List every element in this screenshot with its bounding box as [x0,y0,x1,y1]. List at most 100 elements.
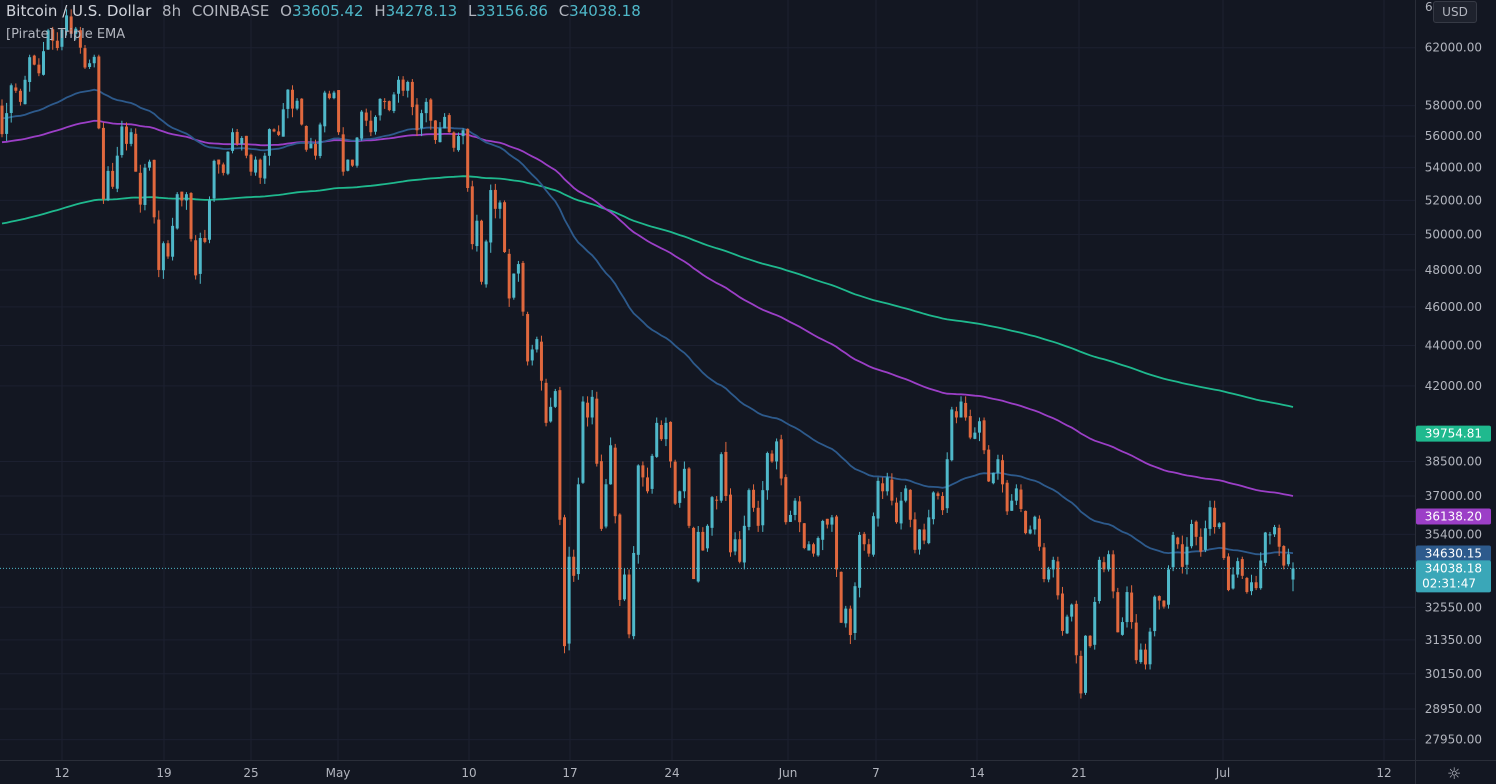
candle-body [696,531,700,582]
candle-body [152,159,156,218]
settings-gear-icon[interactable]: ☼ [1447,764,1462,783]
low-label: L [467,2,477,20]
candle-body [641,465,645,478]
candle-body [134,133,138,172]
candle-body [83,48,87,68]
candle-body [572,556,576,576]
candle-body [263,155,267,179]
interval-label[interactable]: 8h [162,2,182,20]
candle-body [1047,569,1051,580]
candle-body [553,391,557,407]
candle-body [267,129,271,156]
candle-body [659,425,663,440]
y-tick-label: 50000.00 [1425,227,1482,241]
candle-body [839,571,843,623]
candle-body [715,499,719,501]
candle-body [567,556,571,644]
indicator-legend[interactable]: [Pirate] Triple EMA [6,27,126,42]
candle-body [922,529,926,541]
candle-body [32,55,36,65]
candle-body [360,111,364,139]
symbol-header: Bitcoin / U.S. Dollar 8h COINBASE O33605… [6,2,641,20]
close-label: C [558,2,570,20]
candle-body [447,115,451,133]
candle-body [1231,574,1235,589]
candle-body [9,85,13,113]
candle-body [65,15,69,32]
candle-body [825,518,829,525]
candle-body [973,432,977,439]
candle-body [1010,500,1014,511]
candle-body [535,339,539,350]
candle-body [664,422,668,440]
candle-body [161,243,165,271]
candle-body [968,416,972,438]
candle-body [503,202,507,253]
candle-body [1208,507,1212,529]
candle-body [539,341,543,381]
candle-body [590,396,594,418]
candle-body [69,16,73,34]
candle-body [1051,559,1055,570]
candle-body [945,459,949,509]
candle-body [1203,528,1207,550]
candle-body [60,29,64,47]
candle-body [982,420,986,451]
candle-body [244,135,248,156]
candle-body [599,461,603,529]
candle-body [281,109,285,137]
candle-body [493,189,497,209]
candle-body [1250,582,1254,592]
candle-body [489,190,493,243]
candle-body [401,79,405,91]
candle-body [927,517,931,544]
candle-body [719,454,723,501]
ema-mid-line [1,119,1294,497]
candle-body [977,421,981,433]
currency-selector[interactable]: USD [1433,1,1477,23]
candle-body [733,539,737,552]
candle-body [420,113,424,129]
candle-body [871,516,875,555]
candle-body [908,489,912,520]
candle-body [853,586,857,633]
candle-body [272,129,276,132]
candle-body [724,451,728,496]
symbol-name[interactable]: Bitcoin / U.S. Dollar [6,2,152,20]
candle-body [74,28,78,34]
candle-body [355,137,359,166]
candle-body [779,439,783,479]
candle-body [92,56,96,64]
candle-body [364,112,368,121]
candle-body [646,477,649,492]
candle-body [549,406,553,422]
candle-body [876,480,880,519]
candle-body [636,465,640,555]
ema-slow-price-tag: 39754.81 [1425,427,1482,441]
candle-body [304,125,308,150]
candle-body [1005,482,1009,512]
candle-body [258,159,262,178]
candle-body [387,101,391,111]
candle-body [207,200,211,240]
candle-body [318,124,322,156]
candle-body [97,56,101,129]
candle-body [936,493,940,496]
candle-body [1102,562,1106,570]
candle-body [392,94,396,112]
candle-body [627,574,631,635]
candle-body [687,468,691,526]
ema-slow-line [1,175,1294,408]
countdown-label: 02:31:47 [1422,576,1476,590]
candle-body [78,30,82,48]
candle-body [1226,556,1230,591]
y-tick-label: 31350.00 [1425,633,1482,647]
candle-body [452,132,456,148]
candle-body [332,92,336,99]
top-right-tick-label: 6 [1425,0,1433,14]
candle-body [212,160,216,199]
high-value: 34278.13 [385,2,458,20]
candle-body [115,155,119,189]
